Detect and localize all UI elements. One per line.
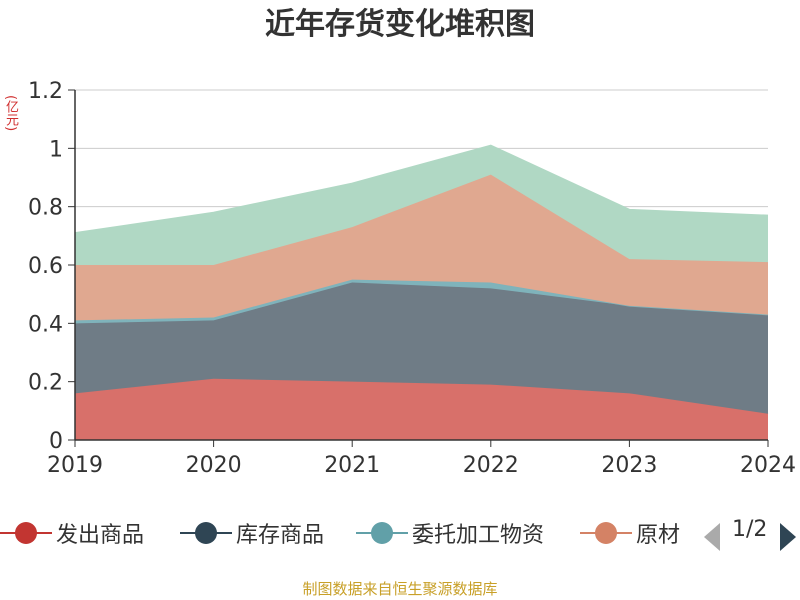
area-series-0: [75, 378, 768, 440]
x-tick-label-5: 2024: [740, 453, 796, 478]
legend-item-1[interactable]: 库存商品: [180, 515, 324, 551]
chart-title: 近年存货变化堆积图: [265, 7, 535, 42]
legend-label-2: 委托加工物资: [412, 523, 545, 548]
legend-swatch-3: [580, 522, 632, 544]
legend-label-0: 发出商品: [56, 523, 145, 548]
legend: 发出商品 库存商品 委托加工物资 原材: [0, 515, 700, 551]
area-series: [74, 144, 769, 440]
legend-next-arrow-icon[interactable]: [780, 523, 796, 551]
x-tick-label-1: 2020: [186, 453, 242, 478]
y-tick-label-2: 0.4: [28, 312, 63, 337]
y-tick-label-3: 0.6: [28, 254, 63, 279]
legend-prev-arrow-icon[interactable]: [704, 523, 720, 551]
legend-item-2[interactable]: 委托加工物资: [356, 515, 544, 551]
legend-item-3[interactable]: 原材: [580, 515, 680, 551]
axes: [74, 90, 769, 447]
legend-label-1: 库存商品: [236, 523, 325, 548]
legend-swatch-2: [356, 522, 408, 544]
y-axis-unit-label: (亿元): [3, 95, 18, 132]
x-tick-label-0: 2019: [47, 453, 103, 478]
area-series-1: [75, 282, 768, 414]
area-series-4: [75, 145, 768, 265]
x-tick-label-3: 2022: [463, 453, 519, 478]
legend-page-indicator: 1/2: [732, 517, 768, 542]
area-series-3: [75, 174, 768, 321]
y-tick-label-4: 0.8: [28, 196, 63, 221]
y-tick-label-6: 1.2: [28, 79, 63, 104]
legend-label-3: 原材: [636, 523, 681, 548]
legend-pager: 1/2: [700, 515, 800, 551]
legend-swatch-1: [180, 522, 232, 544]
y-tick-label-5: 1: [49, 137, 63, 162]
y-tick-label-1: 0.2: [28, 371, 63, 396]
x-tick-label-2: 2021: [324, 453, 380, 478]
y-tick-label-0: 0: [49, 429, 63, 454]
x-tick-label-4: 2023: [601, 453, 657, 478]
legend-swatch-0: [0, 522, 52, 544]
area-series-line-4: [74, 144, 769, 234]
data-source-note: 制图数据来自恒生聚源数据库: [302, 580, 498, 598]
legend-item-0[interactable]: 发出商品: [0, 515, 144, 551]
tick-labels: 0 0.2 0.4 0.6 0.8 1 1.2 2019 2020 2021 2022 2023 202…: [28, 79, 796, 478]
